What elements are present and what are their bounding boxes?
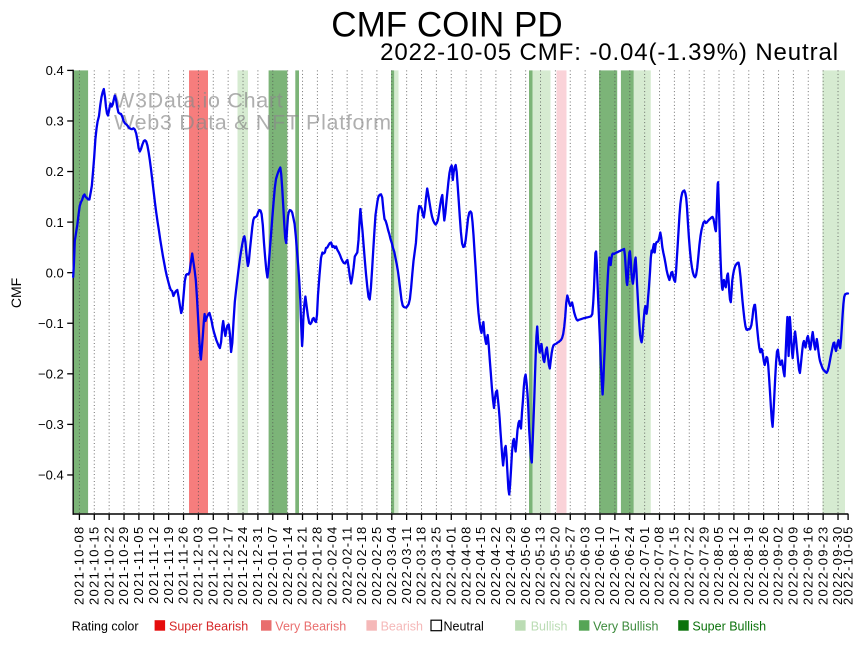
- svg-text:2022-05-20: 2022-05-20: [548, 526, 563, 606]
- svg-text:2022-02-25: 2022-02-25: [369, 526, 384, 606]
- svg-text:2022-01-28: 2022-01-28: [310, 526, 325, 606]
- svg-text:2022-07-08: 2022-07-08: [652, 526, 667, 606]
- svg-text:−0.1: −0.1: [38, 316, 64, 331]
- svg-text:2022-09-16: 2022-09-16: [800, 526, 815, 606]
- svg-text:Web3 Data & NFT Platform: Web3 Data & NFT Platform: [114, 111, 392, 135]
- svg-text:2021-12-31: 2021-12-31: [250, 526, 265, 606]
- svg-text:2022-04-29: 2022-04-29: [503, 526, 518, 606]
- svg-text:2022-02-18: 2022-02-18: [354, 526, 369, 606]
- svg-text:2022-02-11: 2022-02-11: [339, 526, 354, 605]
- svg-text:−0.4: −0.4: [38, 468, 64, 483]
- svg-text:0.3: 0.3: [46, 114, 64, 129]
- svg-text:2022-07-29: 2022-07-29: [696, 526, 711, 606]
- svg-text:2021-11-05: 2021-11-05: [131, 526, 146, 605]
- svg-text:2022-01-21: 2022-01-21: [295, 526, 310, 606]
- svg-text:2022-03-18: 2022-03-18: [414, 526, 429, 606]
- svg-text:2022-04-01: 2022-04-01: [443, 526, 458, 606]
- svg-text:2021-10-22: 2021-10-22: [101, 526, 116, 606]
- svg-text:Neutral: Neutral: [444, 620, 484, 634]
- svg-text:−0.2: −0.2: [38, 367, 64, 382]
- svg-text:2022-08-05: 2022-08-05: [711, 526, 726, 606]
- svg-text:2022-03-04: 2022-03-04: [384, 526, 399, 606]
- svg-text:2022-08-26: 2022-08-26: [756, 526, 771, 606]
- svg-text:Bearish: Bearish: [381, 620, 423, 634]
- svg-text:2022-07-01: 2022-07-01: [637, 526, 652, 606]
- svg-text:Bullish: Bullish: [531, 620, 568, 634]
- svg-text:2022-10-05 CMF: -0.04(-1.39%): 2022-10-05 CMF: -0.04(-1.39%) Neutral: [380, 39, 839, 66]
- svg-text:2022-09-02: 2022-09-02: [771, 526, 786, 606]
- svg-text:2021-10-29: 2021-10-29: [116, 526, 131, 606]
- svg-text:Rating color: Rating color: [72, 620, 139, 634]
- svg-text:2021-11-19: 2021-11-19: [161, 526, 176, 605]
- svg-text:2022-07-22: 2022-07-22: [681, 526, 696, 606]
- svg-text:Super Bullish: Super Bullish: [692, 620, 766, 634]
- svg-text:0.2: 0.2: [46, 164, 64, 179]
- svg-text:2021-11-26: 2021-11-26: [176, 526, 191, 605]
- svg-text:2021-12-24: 2021-12-24: [235, 526, 250, 606]
- svg-text:2022-04-08: 2022-04-08: [458, 526, 473, 606]
- svg-text:2022-01-07: 2022-01-07: [265, 526, 280, 606]
- svg-text:2022-06-03: 2022-06-03: [577, 526, 592, 606]
- svg-text:2021-12-03: 2021-12-03: [191, 526, 206, 606]
- svg-text:CMF: CMF: [8, 278, 24, 308]
- svg-text:Very Bullish: Very Bullish: [593, 620, 658, 634]
- svg-text:Very Bearish: Very Bearish: [275, 620, 346, 634]
- svg-text:2022-10-05: 2022-10-05: [840, 526, 855, 606]
- svg-text:2021-12-10: 2021-12-10: [205, 526, 220, 606]
- svg-text:−0.3: −0.3: [38, 417, 64, 432]
- svg-text:2021-12-17: 2021-12-17: [220, 526, 235, 606]
- svg-text:2022-08-12: 2022-08-12: [726, 526, 741, 606]
- svg-text:W3Data.io Chart: W3Data.io Chart: [114, 89, 283, 113]
- svg-text:2021-11-12: 2021-11-12: [146, 526, 161, 605]
- svg-text:2021-10-08: 2021-10-08: [72, 526, 87, 606]
- svg-text:2022-01-14: 2022-01-14: [280, 526, 295, 606]
- svg-text:2022-04-22: 2022-04-22: [488, 526, 503, 606]
- svg-text:2022-05-06: 2022-05-06: [518, 526, 533, 606]
- svg-text:2022-05-27: 2022-05-27: [562, 526, 577, 606]
- svg-text:Super Bearish: Super Bearish: [169, 620, 248, 634]
- svg-text:2021-10-15: 2021-10-15: [86, 526, 101, 606]
- svg-text:2022-09-23: 2022-09-23: [815, 526, 830, 606]
- svg-text:0.0: 0.0: [46, 265, 64, 280]
- svg-text:2022-03-25: 2022-03-25: [429, 526, 444, 606]
- svg-text:2022-03-11: 2022-03-11: [399, 526, 414, 605]
- svg-text:2022-08-19: 2022-08-19: [741, 526, 756, 606]
- svg-text:2022-06-17: 2022-06-17: [607, 526, 622, 606]
- svg-text:2022-04-15: 2022-04-15: [473, 526, 488, 606]
- svg-text:2022-05-13: 2022-05-13: [533, 526, 548, 606]
- svg-text:2022-02-04: 2022-02-04: [324, 526, 339, 606]
- svg-text:2022-09-30: 2022-09-30: [830, 526, 845, 606]
- svg-text:2022-07-15: 2022-07-15: [667, 526, 682, 606]
- svg-text:0.1: 0.1: [46, 215, 64, 230]
- svg-text:0.4: 0.4: [46, 63, 64, 78]
- svg-text:2022-06-24: 2022-06-24: [622, 526, 637, 606]
- svg-text:2022-06-10: 2022-06-10: [592, 526, 607, 606]
- svg-text:CMF COIN PD: CMF COIN PD: [331, 6, 562, 45]
- svg-text:2022-09-09: 2022-09-09: [786, 526, 801, 606]
